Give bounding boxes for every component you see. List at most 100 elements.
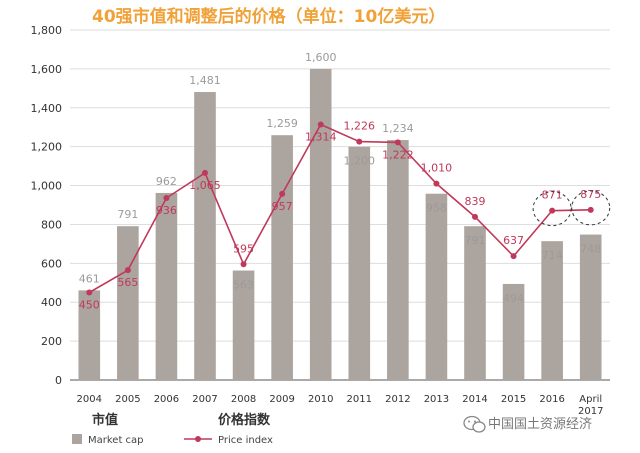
x-tick-label: 2009 [269,394,294,405]
price-point [510,253,517,260]
x-tick-label: 2016 [539,394,564,405]
x-tick-label: April [579,394,602,405]
bar [464,226,486,380]
price-value-label: 595 [233,242,254,255]
x-tick-label: 2011 [347,394,372,405]
price-point [549,207,556,214]
y-tick-label: 0 [55,374,62,387]
bar [194,92,216,381]
price-point [124,267,131,274]
bar [309,68,332,380]
bar-value-label: 1,600 [305,51,337,64]
bar-value-label: 461 [79,272,100,285]
price-line-path [88,123,591,294]
x-axis: 2004 2005 2006 2007 2008 2009 2010 2011 2012 2013… [77,394,604,417]
price-point [86,289,93,296]
bar-value-label: 714 [542,249,563,262]
price-point [202,169,208,176]
y-tick-label: 1,200 [31,141,63,154]
bar [117,226,139,380]
price-point [472,213,478,220]
x-tick-label: 2005 [115,394,140,405]
x-tick-label: 2004 [77,394,102,405]
watermark: 中国国土资源经济 [463,415,592,433]
x-tick-label-extra: 2017 [578,406,603,417]
price-value-label: 1,222 [382,148,414,161]
bar-value-label: 748 [580,243,601,256]
price-value-label: 1,314 [305,131,337,144]
bar-value-label: 962 [156,175,177,188]
x-tick-label: 2010 [308,394,333,405]
price-point [356,138,363,145]
price-value-label: 1,010 [421,162,453,175]
y-tick-label: 1,600 [31,63,63,76]
watermark-text: 中国国土资源经济 [488,417,592,432]
bar [387,140,409,380]
annotations [532,190,611,227]
price-point [394,139,401,146]
legend-label-price-index: Price index [218,435,273,446]
bar [155,192,178,380]
x-tick-label: 2007 [192,394,217,405]
price-point [433,180,440,187]
bar-value-label: 1,481 [189,74,221,87]
price-point [279,190,286,197]
bar-value-label: 1,234 [382,122,414,135]
bar [579,234,602,380]
x-tick-label: 2008 [231,394,256,405]
bar [541,241,563,380]
x-tick-label: 2013 [424,394,449,405]
bar-value-label: 563 [233,279,254,292]
legend-marker-price-index [195,436,201,442]
price-value-label: 839 [465,195,486,208]
y-tick-label: 200 [41,335,62,348]
price-point [240,261,247,268]
y-tick-label: 800 [41,218,62,231]
legend-label-market-cap: Market cap [88,435,144,446]
price-value-label: 1,226 [344,120,376,133]
price-value-label: 936 [156,204,177,217]
bar [425,193,448,380]
y-tick-label: 1,000 [31,180,63,193]
bars [78,68,602,381]
bar-labels: 461 791 962 1,481 563 1,259 1,600 1,200 1,234 958… [79,51,601,305]
x-tick-label: 2015 [501,394,526,405]
bar-value-label: 958 [426,202,447,215]
bar [348,146,371,380]
grid-lines [70,29,610,381]
x-tick-label: 2012 [385,394,410,405]
chart-title: 40强市值和调整后的价格（单位：10亿美元） [92,6,445,27]
y-tick-label: 1,800 [31,24,63,37]
legend: 市值 Market cap 价格指数 Price index [72,412,273,446]
bar-value-label: 1,200 [344,155,376,168]
price-point [587,206,594,213]
legend-swatch-market-cap [72,434,82,444]
price-value-label: 565 [117,276,138,289]
bar-value-label: 494 [503,292,524,305]
x-tick-label: 2006 [154,394,179,405]
y-tick-label: 400 [41,296,62,309]
bar [271,135,293,380]
price-value-label: 871 [542,189,563,202]
y-tick-label: 1,400 [31,102,63,115]
price-value-label: 957 [272,200,293,213]
price-value-label: 637 [503,234,524,247]
price-value-label: 1,065 [189,179,221,192]
highlight-circle [532,191,572,227]
x-tick-label: 2014 [462,394,487,405]
price-value-label: 875 [580,188,601,201]
y-axis: 0 200 400 600 800 1,000 1,200 1,400 1,600 1,800 [31,24,63,387]
wechat-icon [463,415,486,433]
bar [78,290,101,380]
bar [232,270,255,380]
highlight-circle [571,190,611,226]
price-point [163,195,170,201]
bar-value-label: 791 [117,208,138,221]
bar [502,283,525,380]
legend-title-market-cap: 市值 [92,412,118,428]
legend-title-price-index: 价格指数 [218,412,271,428]
y-tick-label: 600 [41,257,62,270]
price-line [86,121,594,296]
price-value-label: 450 [79,299,100,312]
